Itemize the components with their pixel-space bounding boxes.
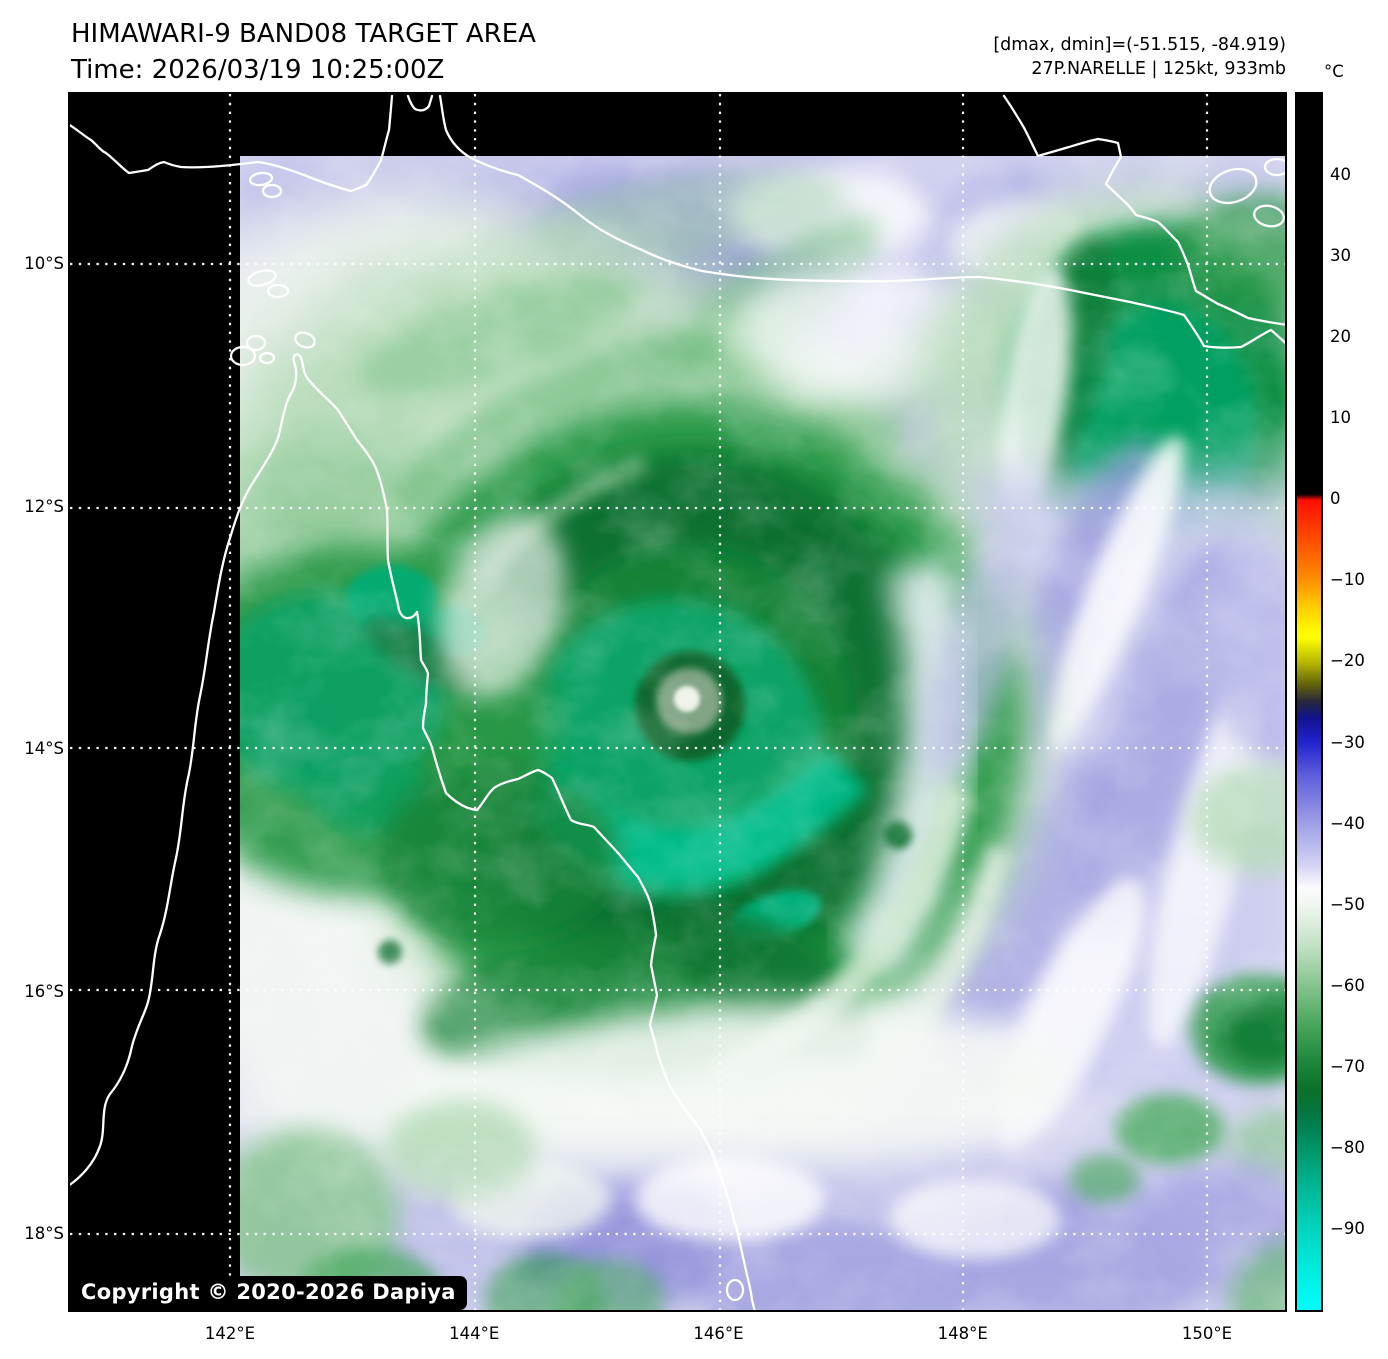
satellite-image — [70, 94, 1285, 1310]
colorbar-tick-label: −60 — [1330, 975, 1365, 995]
colorbar-tick-label: −90 — [1330, 1218, 1365, 1238]
colorbar-unit-label: °C — [1324, 62, 1344, 81]
y-tick-label: 10°S — [24, 254, 64, 273]
imagery-layers — [240, 156, 1285, 1310]
x-tick-label: 142°E — [204, 1324, 256, 1343]
y-tick-label: 18°S — [24, 1224, 64, 1243]
coastline-png-south — [70, 94, 1285, 349]
time-label: Time: 2026/03/19 10:25:00Z — [71, 55, 445, 85]
colorbar-tick-label: 20 — [1330, 327, 1351, 347]
x-tick-label: 146°E — [693, 1324, 744, 1343]
coastline-png-east — [1002, 94, 1285, 326]
colorbar-tick-label: 30 — [1330, 246, 1351, 266]
y-tick-label: 16°S — [24, 981, 64, 1001]
colorbar-tick-label: −20 — [1330, 651, 1365, 671]
colorbar-tick-label: −70 — [1330, 1056, 1365, 1076]
y-tick-label: 14°S — [24, 739, 64, 758]
x-tick-label: 150°E — [1181, 1324, 1233, 1343]
colorbar-tick-label: −30 — [1330, 732, 1365, 752]
colorbar-tick-label: −10 — [1330, 570, 1365, 590]
map-area — [68, 92, 1287, 1312]
storm-info-label: 27P.NARELLE | 125kt, 933mb — [1031, 59, 1286, 79]
colorbar-tick-label: −80 — [1330, 1137, 1365, 1157]
dmax-dmin-label: [dmax, dmin]=(-51.515, -84.919) — [993, 35, 1286, 55]
colorbar-tick-label: −50 — [1330, 894, 1365, 914]
colorbar-tick-label: −40 — [1330, 813, 1365, 833]
island-outlines — [229, 157, 1285, 1302]
colorbar-tick-label: 0 — [1330, 489, 1341, 509]
x-tick-label: 144°E — [449, 1324, 500, 1343]
x-tick-label: 148°E — [937, 1324, 988, 1343]
coastlines — [70, 94, 1285, 1310]
colorbar — [1295, 92, 1323, 1312]
page-title: HIMAWARI-9 BAND08 TARGET AREA — [71, 19, 536, 49]
coastline-queensland — [70, 353, 756, 1310]
y-tick-label: 12°S — [24, 496, 64, 516]
graticule — [70, 94, 1285, 1310]
copyright-badge: Copyright © 2020-2026 Dapiya — [70, 1276, 467, 1310]
colorbar-tick-label: 10 — [1330, 408, 1351, 428]
colorbar-tick-label: 40 — [1330, 165, 1351, 185]
